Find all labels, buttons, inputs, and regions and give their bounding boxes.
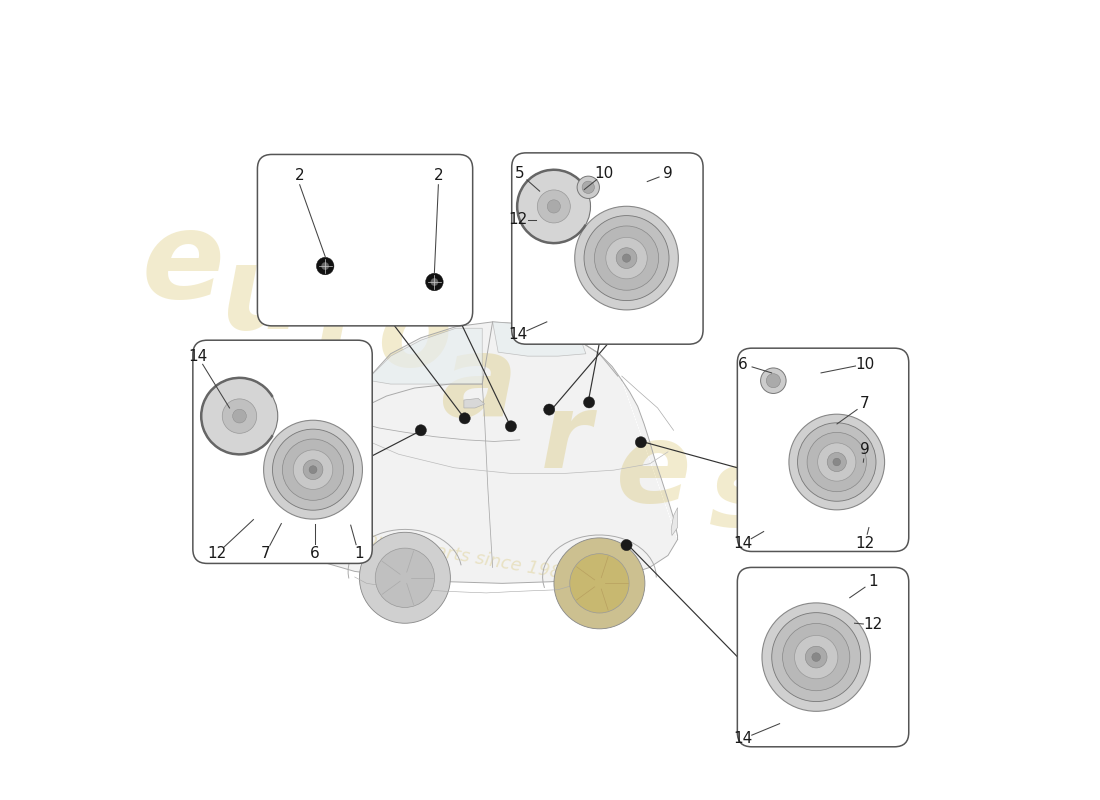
Circle shape: [547, 200, 560, 213]
Circle shape: [317, 258, 334, 275]
FancyBboxPatch shape: [257, 154, 473, 326]
Circle shape: [817, 443, 856, 481]
Circle shape: [767, 374, 780, 388]
Polygon shape: [671, 508, 678, 535]
Text: 9: 9: [663, 166, 673, 181]
FancyBboxPatch shape: [737, 567, 909, 746]
Text: 12: 12: [508, 212, 528, 227]
Text: c: c: [282, 351, 341, 449]
Circle shape: [426, 274, 443, 290]
Circle shape: [583, 397, 595, 408]
Circle shape: [623, 254, 630, 262]
Circle shape: [789, 414, 884, 510]
Text: 12: 12: [207, 546, 227, 562]
Circle shape: [812, 653, 821, 662]
Text: 1: 1: [868, 574, 878, 590]
Text: 10: 10: [856, 357, 875, 372]
Circle shape: [264, 420, 363, 519]
Circle shape: [760, 368, 786, 394]
Text: 14: 14: [734, 536, 752, 551]
Circle shape: [805, 646, 827, 668]
Polygon shape: [366, 328, 482, 384]
Circle shape: [584, 216, 669, 301]
Text: 10: 10: [595, 166, 614, 181]
Circle shape: [543, 404, 554, 415]
Text: a passion for parts since 1985: a passion for parts since 1985: [302, 519, 574, 584]
Text: a: a: [440, 329, 517, 439]
Text: 12: 12: [856, 536, 875, 551]
Text: 7: 7: [261, 546, 271, 562]
Circle shape: [578, 176, 600, 198]
Circle shape: [636, 437, 647, 448]
Circle shape: [375, 548, 434, 607]
Polygon shape: [493, 322, 586, 356]
Text: 6: 6: [738, 357, 748, 372]
Polygon shape: [464, 398, 485, 408]
Text: 5: 5: [515, 166, 525, 181]
Circle shape: [554, 538, 645, 629]
Circle shape: [772, 613, 860, 702]
Circle shape: [309, 466, 317, 474]
Circle shape: [762, 603, 870, 711]
Circle shape: [222, 399, 256, 434]
Text: 14: 14: [508, 327, 528, 342]
Polygon shape: [297, 515, 326, 535]
Circle shape: [606, 238, 647, 279]
Circle shape: [574, 206, 679, 310]
Text: 12: 12: [864, 618, 882, 632]
Circle shape: [537, 190, 570, 223]
Text: r: r: [316, 267, 370, 374]
Text: 2: 2: [433, 168, 443, 182]
Circle shape: [360, 532, 450, 623]
Polygon shape: [290, 322, 678, 583]
Circle shape: [616, 248, 637, 269]
Text: 1: 1: [354, 546, 363, 562]
Circle shape: [517, 170, 591, 243]
Circle shape: [833, 458, 840, 466]
Circle shape: [570, 554, 629, 613]
Circle shape: [321, 262, 329, 270]
Circle shape: [431, 278, 438, 286]
Circle shape: [304, 460, 323, 479]
Text: u: u: [221, 239, 305, 354]
Text: e: e: [142, 206, 224, 323]
Circle shape: [416, 425, 427, 436]
Text: 14: 14: [734, 731, 752, 746]
Circle shape: [594, 226, 659, 290]
Circle shape: [273, 429, 353, 510]
Circle shape: [459, 413, 471, 424]
Circle shape: [582, 181, 594, 194]
Circle shape: [807, 432, 867, 492]
Text: 6: 6: [310, 546, 320, 562]
FancyBboxPatch shape: [192, 340, 372, 563]
Circle shape: [794, 635, 838, 678]
FancyBboxPatch shape: [512, 153, 703, 344]
Text: 9: 9: [860, 442, 870, 457]
Circle shape: [798, 423, 876, 502]
Text: 14: 14: [188, 349, 207, 364]
Circle shape: [232, 410, 246, 423]
Circle shape: [283, 439, 343, 500]
Text: 7: 7: [860, 397, 870, 411]
Circle shape: [201, 378, 277, 454]
Text: r: r: [540, 390, 592, 490]
Circle shape: [621, 539, 632, 550]
Circle shape: [827, 453, 846, 471]
Text: s: s: [710, 442, 773, 549]
Text: o: o: [377, 283, 452, 390]
Circle shape: [294, 450, 333, 490]
Circle shape: [505, 421, 517, 432]
Text: 2: 2: [295, 168, 305, 182]
FancyBboxPatch shape: [737, 348, 909, 551]
Circle shape: [782, 623, 850, 690]
Text: e: e: [616, 418, 691, 526]
